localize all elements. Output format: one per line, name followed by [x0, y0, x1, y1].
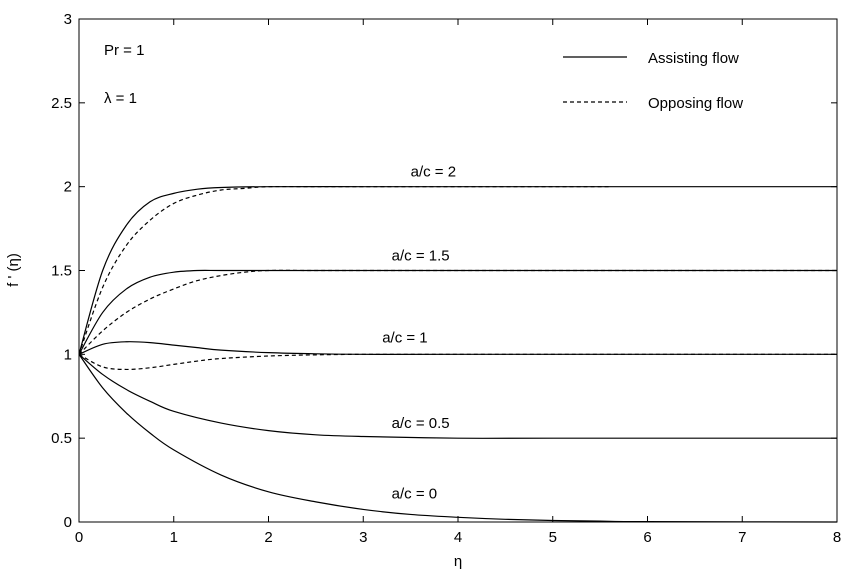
x-tick-label: 0 [75, 529, 83, 546]
x-tick-label: 7 [738, 529, 746, 546]
y-tick-label: 2 [64, 179, 72, 196]
param-lambda: λ = 1 [104, 90, 137, 107]
curve-annotation: a/c = 0 [392, 486, 437, 503]
series-line-4-dashed [79, 270, 837, 354]
series-line-3-solid [79, 270, 837, 354]
y-tick-label: 3 [64, 11, 72, 28]
y-axis-label: f ' (η) [5, 253, 22, 287]
series-line-7-solid [79, 354, 837, 438]
x-tick-label: 1 [170, 529, 178, 546]
curve-annotation: a/c = 2 [411, 164, 456, 181]
legend-opposing-label: Opposing flow [648, 95, 743, 112]
legend-assisting-label: Assisting flow [648, 50, 739, 67]
y-tick-label: 1.5 [51, 263, 72, 280]
series-line-5-solid [79, 342, 837, 355]
x-tick-label: 6 [643, 529, 651, 546]
y-tick-label: 0.5 [51, 430, 72, 447]
x-tick-label: 8 [833, 529, 841, 546]
y-tick-label: 0 [64, 514, 72, 531]
curve-annotation: a/c = 1 [382, 330, 427, 347]
curve-annotation: a/c = 1.5 [392, 247, 450, 264]
y-tick-label: 2.5 [51, 95, 72, 112]
curve-annotation: a/c = 0.5 [392, 415, 450, 432]
series-line-6-dashed [79, 354, 837, 369]
x-tick-label: 4 [454, 529, 462, 546]
x-tick-label: 2 [264, 529, 272, 546]
plot-marks: 0 1 2 3 4 5 6 7 8 0 0.5 1 1.5 2 2.5 3 a/c = 2 a/c = 1.5 a/… [51, 11, 841, 546]
param-pr: Pr = 1 [104, 42, 144, 59]
x-tick-label: 5 [549, 529, 557, 546]
y-tick-label: 1 [64, 346, 72, 363]
x-tick-label: 3 [359, 529, 367, 546]
x-axis-label: η [454, 553, 462, 570]
